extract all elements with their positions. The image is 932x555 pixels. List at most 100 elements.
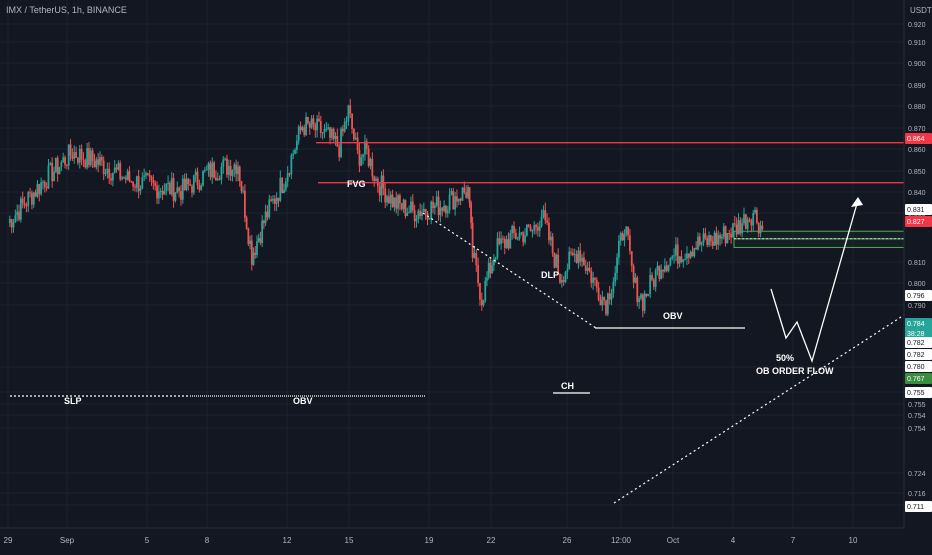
symbol-title: IMX / TetherUS, 1h, BINANCE — [6, 5, 127, 15]
price-badge-value: 0.827 — [907, 219, 925, 226]
annotations-layer: FVG DLP OBV SLP OBV CH 50% OB ORDER FLOW — [64, 179, 834, 406]
candle-body — [446, 210, 449, 214]
candle-body — [684, 258, 687, 260]
candle-body — [489, 262, 492, 274]
candle-body — [511, 225, 514, 234]
candle-body — [222, 159, 225, 167]
candle-body — [393, 197, 396, 208]
candle-body — [689, 251, 692, 258]
candle-body — [21, 198, 24, 204]
candle-body — [99, 157, 101, 165]
x-tick-label: Oct — [667, 536, 680, 545]
candle-body — [584, 265, 587, 271]
candle-body — [145, 173, 147, 176]
x-tick-label: 8 — [205, 536, 210, 545]
candle-body — [614, 272, 617, 283]
candle-body — [238, 166, 241, 182]
candle-body — [205, 169, 208, 171]
candle-body — [259, 238, 262, 244]
candle-body — [218, 178, 221, 180]
candle-body — [406, 212, 409, 216]
x-tick-label: 12 — [283, 536, 292, 545]
candle-body — [387, 196, 390, 204]
candle-body — [60, 162, 63, 167]
candle-body — [389, 194, 392, 204]
candle-body — [667, 265, 670, 271]
candle-body — [621, 233, 624, 241]
candle-body — [721, 236, 723, 239]
candle-body — [319, 121, 322, 133]
candle-body — [113, 167, 116, 173]
candle-body — [498, 238, 501, 244]
candle-body — [525, 224, 528, 236]
candle-body — [323, 129, 326, 133]
candle-body — [750, 220, 753, 226]
candle-body — [159, 190, 162, 192]
candle-body — [235, 164, 238, 175]
candle-body — [700, 242, 703, 245]
candle-body — [321, 132, 324, 134]
candle-body — [735, 224, 738, 235]
candle-body — [176, 187, 179, 193]
price-badge-bg — [905, 216, 932, 227]
candle-body — [189, 184, 192, 186]
candle-body — [270, 199, 273, 201]
candle-body — [432, 201, 434, 209]
candle-body — [123, 177, 125, 179]
candle-body — [632, 265, 635, 283]
candle-body — [281, 177, 284, 194]
candle-body — [573, 254, 576, 256]
projection-arrowhead — [851, 197, 863, 207]
candle-body — [146, 173, 149, 175]
candle-body — [77, 157, 79, 163]
candle-body — [373, 176, 376, 182]
candle-body — [496, 238, 499, 258]
candle-body — [356, 137, 359, 151]
annotation-label: FVG — [347, 179, 366, 189]
candle-body — [227, 165, 230, 175]
drawings-layer — [10, 141, 932, 504]
candle-body — [10, 218, 13, 228]
candle-body — [305, 117, 307, 135]
candle-body — [111, 172, 114, 181]
candle-body — [161, 190, 164, 195]
candle-body — [693, 248, 696, 257]
candle-body — [369, 158, 372, 167]
candle-body — [494, 257, 497, 260]
candle-body — [347, 105, 350, 122]
candle-body — [380, 175, 383, 196]
candle-body — [12, 222, 15, 228]
candle-body — [754, 209, 756, 213]
candle-body — [507, 239, 510, 249]
candle-body — [288, 173, 291, 175]
candle-body — [308, 123, 311, 128]
candle-body — [240, 181, 243, 191]
candle-body — [178, 187, 181, 192]
candle-body — [437, 196, 440, 216]
candle-body — [365, 141, 368, 149]
candle-body — [599, 300, 602, 306]
candle-body — [157, 191, 160, 199]
candle-body — [25, 205, 28, 207]
candle-body — [660, 269, 663, 279]
y-tick-label: 0.754 — [908, 426, 926, 433]
candle-body — [471, 222, 474, 258]
ob-zone-layer — [733, 230, 905, 248]
candle-body — [752, 212, 755, 226]
candle-body — [557, 254, 560, 275]
candle-body — [675, 244, 677, 256]
candle-body — [595, 279, 598, 288]
candle-body — [71, 155, 74, 159]
candle-body — [535, 225, 537, 228]
candle-body — [424, 208, 427, 213]
candle-body — [465, 192, 468, 198]
candle-body — [130, 181, 133, 183]
candle-body — [617, 240, 620, 258]
candle-body — [202, 171, 204, 186]
candle-body — [542, 210, 545, 217]
candle-body — [264, 211, 267, 224]
candle-body — [106, 168, 109, 174]
candle-body — [577, 250, 580, 263]
